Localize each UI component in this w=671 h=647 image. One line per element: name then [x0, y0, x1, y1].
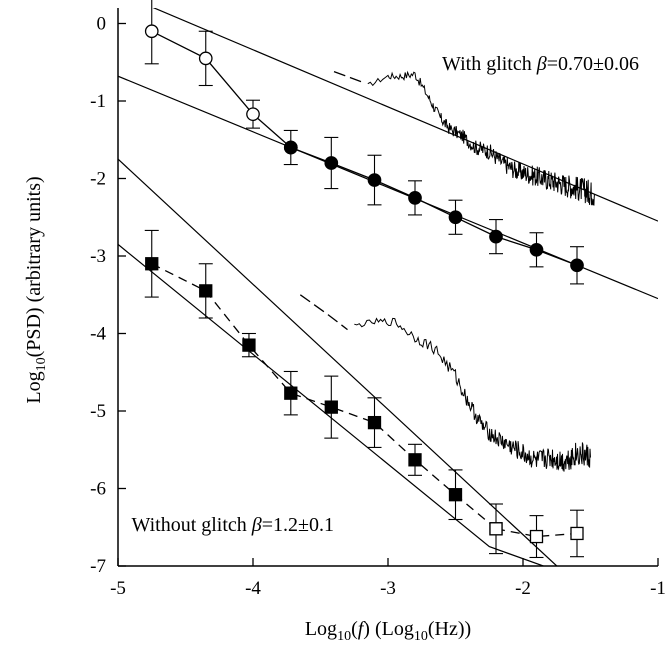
fit-line-fit-lower-steep [118, 158, 558, 566]
filled-square-marker [145, 257, 159, 271]
series-with-glitch-psd [367, 70, 595, 206]
y-axis-label: Log10(PSD) (arbitrary units) [23, 176, 49, 403]
y-tick-label: -1 [90, 91, 106, 112]
series-without-glitch-dashed [299, 294, 348, 331]
spectrum-line [367, 70, 595, 206]
filled-circle-marker [367, 173, 382, 187]
open-circle-marker [246, 107, 260, 122]
connector-line [290, 146, 578, 266]
open-square-marker [489, 522, 503, 536]
y-tick-label: -3 [90, 246, 106, 267]
filled-circle-marker [529, 242, 544, 257]
y-tick-label: -7 [90, 556, 106, 577]
open-circle-marker [198, 51, 213, 66]
x-tick-label: -4 [245, 578, 261, 599]
series-with-glitch-open-circles [144, 0, 298, 155]
series-without-glitch-psd [354, 317, 591, 472]
x-tick-label: -3 [380, 578, 396, 599]
x-axis-label: Log10(f) (Log10(Hz)) [305, 618, 471, 644]
annotations: With glitch β=0.70±0.06 Without glitch β=… [132, 53, 639, 536]
x-tick-label: -1 [650, 578, 666, 599]
filled-square-marker [367, 415, 382, 430]
connector-line [151, 263, 497, 530]
y-ticks: 0 -1 -2 -3 -4 -5 -6 -7 [90, 14, 126, 577]
series-without-glitch-open-squares [489, 509, 584, 559]
x-ticks: -5 -4 -3 -2 -1 [110, 558, 666, 599]
open-circle-marker [144, 24, 159, 39]
filled-circle-marker [570, 258, 584, 273]
filled-circle-marker [408, 191, 422, 205]
spectrum-line [354, 317, 591, 472]
fit-line-fit-lower [118, 243, 544, 566]
connector-line [495, 528, 578, 538]
data-series [144, 0, 595, 559]
filled-square-marker [199, 284, 213, 298]
filled-circle-marker [489, 229, 503, 244]
open-square-marker [570, 526, 584, 541]
y-tick-label: -5 [90, 401, 106, 422]
filled-square-marker [408, 453, 422, 467]
filled-square-marker [448, 488, 463, 502]
fit-lines [118, 8, 658, 566]
dashed-segment [299, 294, 348, 331]
filled-square-marker [324, 400, 338, 414]
filled-circle-marker [324, 156, 339, 170]
y-tick-label: -6 [90, 479, 106, 500]
filled-square-marker [242, 338, 256, 352]
x-tick-label: -5 [110, 578, 126, 599]
open-square-marker [529, 529, 544, 544]
series-with-glitch-filled-circles [283, 129, 584, 285]
connector-line [151, 30, 292, 148]
filled-square-marker [284, 386, 298, 400]
annotation-without-glitch: Without glitch β=1.2±0.1 [132, 514, 335, 536]
filled-circle-marker [448, 210, 463, 225]
annotation-with-glitch: With glitch β=0.70±0.06 [442, 53, 639, 75]
series-without-glitch-filled-squares [144, 229, 503, 555]
y-tick-label: -2 [90, 169, 106, 190]
dashed-segment [333, 70, 362, 83]
filled-circle-marker [283, 140, 298, 155]
series-with-glitch-dashed [333, 70, 362, 83]
fit-line-fit-upper [152, 8, 658, 222]
y-tick-label: -4 [90, 324, 106, 345]
x-tick-label: -2 [515, 578, 531, 599]
y-tick-label: 0 [97, 14, 107, 35]
